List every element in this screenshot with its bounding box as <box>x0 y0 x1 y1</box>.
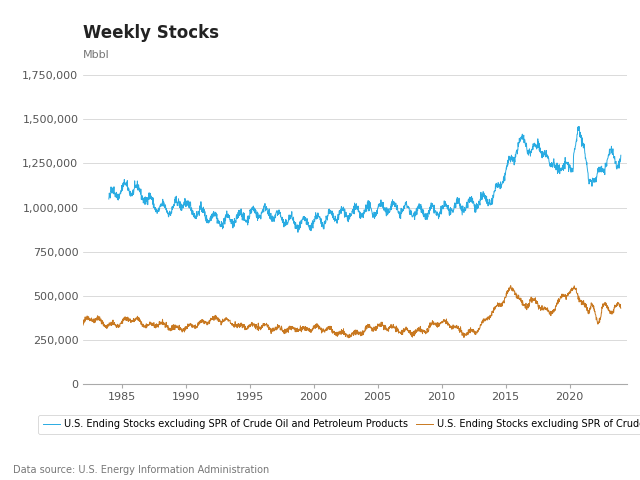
U.S. Ending Stocks excluding SPR of Crude Oil and Petroleum Products <box>515 140 523 145</box>
U.S. Ending Stocks excluding SPR of Crude Oil <box>617 305 625 311</box>
U.S. Ending Stocks excluding SPR of Crude Oil <box>79 322 87 328</box>
U.S. Ending Stocks excluding SPR of Crude Oil <box>170 326 177 332</box>
U.S. Ending Stocks excluding SPR of Crude Oil and Petroleum Products <box>527 150 534 156</box>
Line: U.S. Ending Stocks excluding SPR of Crude Oil and Petroleum Products: U.S. Ending Stocks excluding SPR of Crud… <box>109 127 621 232</box>
U.S. Ending Stocks excluding SPR of Crude Oil and Petroleum Products <box>147 191 154 196</box>
U.S. Ending Stocks excluding SPR of Crude Oil and Petroleum Products <box>617 152 625 158</box>
U.S. Ending Stocks excluding SPR of Crude Oil and Petroleum Products <box>421 216 429 222</box>
U.S. Ending Stocks excluding SPR of Crude Oil <box>536 305 543 311</box>
U.S. Ending Stocks excluding SPR of Crude Oil <box>345 335 353 341</box>
Legend: U.S. Ending Stocks excluding SPR of Crude Oil and Petroleum Products, U.S. Endin: U.S. Ending Stocks excluding SPR of Crud… <box>38 415 640 434</box>
Text: Data source: U.S. Energy Information Administration: Data source: U.S. Energy Information Adm… <box>13 465 269 475</box>
U.S. Ending Stocks excluding SPR of Crude Oil <box>507 283 515 288</box>
U.S. Ending Stocks excluding SPR of Crude Oil and Petroleum Products <box>575 124 583 130</box>
U.S. Ending Stocks excluding SPR of Crude Oil <box>167 328 175 334</box>
U.S. Ending Stocks excluding SPR of Crude Oil and Petroleum Products <box>294 229 302 235</box>
U.S. Ending Stocks excluding SPR of Crude Oil <box>126 316 134 322</box>
U.S. Ending Stocks excluding SPR of Crude Oil <box>276 324 284 329</box>
U.S. Ending Stocks excluding SPR of Crude Oil and Petroleum Products <box>274 208 282 214</box>
U.S. Ending Stocks excluding SPR of Crude Oil and Petroleum Products <box>591 176 598 181</box>
Text: Weekly Stocks: Weekly Stocks <box>83 24 219 42</box>
Text: Mbbl: Mbbl <box>83 50 110 60</box>
U.S. Ending Stocks excluding SPR of Crude Oil <box>610 310 618 315</box>
Line: U.S. Ending Stocks excluding SPR of Crude Oil: U.S. Ending Stocks excluding SPR of Crud… <box>83 286 621 338</box>
U.S. Ending Stocks excluding SPR of Crude Oil and Petroleum Products <box>105 196 113 202</box>
